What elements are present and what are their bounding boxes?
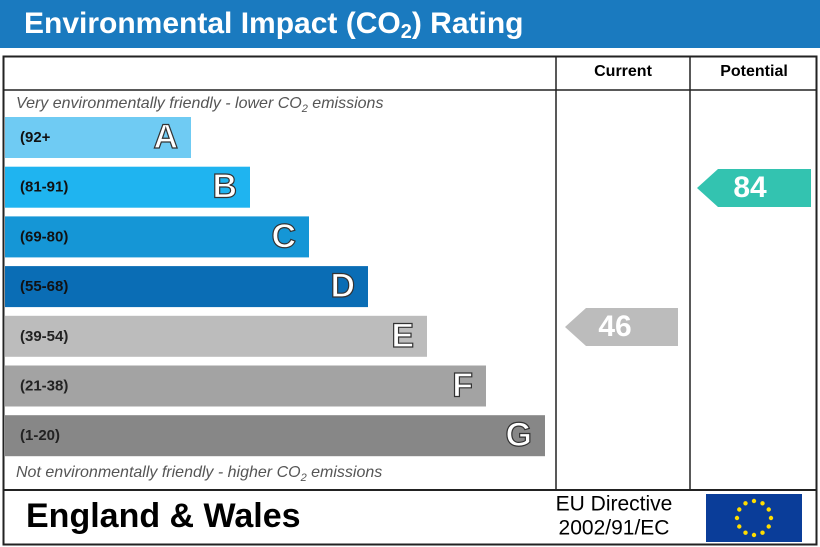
band-range: (21-38) [20, 377, 68, 394]
band [5, 315, 427, 357]
column-header: Current [594, 63, 652, 80]
note-main: Very environmentally friendly - lower CO [16, 95, 302, 112]
top-note: Very environmentally friendly - lower CO… [16, 95, 383, 115]
band [5, 117, 191, 158]
star [766, 524, 771, 529]
band-range: (39-54) [20, 328, 68, 345]
band [5, 365, 486, 407]
title: Environmental Impact (CO2) Rating [24, 7, 524, 43]
band [5, 216, 309, 258]
title-main: Environmental Impact (CO [24, 7, 401, 40]
note-end: emissions [307, 464, 383, 481]
eu-stars [734, 498, 774, 538]
star [737, 507, 742, 512]
title-bar [0, 0, 820, 48]
band [5, 266, 368, 308]
band-range: (55-68) [20, 278, 68, 295]
band-letter: F [452, 366, 473, 404]
star [768, 515, 774, 521]
star [760, 530, 765, 535]
star [751, 498, 757, 504]
current-rating: 46 [598, 310, 631, 343]
star [766, 507, 771, 512]
directive: 2002/91/EC [559, 517, 670, 540]
band [5, 415, 545, 457]
band-letter: A [153, 118, 178, 156]
star [737, 524, 742, 529]
band [5, 166, 250, 208]
star [760, 501, 765, 506]
note-sub: 2 [300, 472, 307, 484]
note-sub: 2 [301, 103, 308, 115]
column-header: Potential [720, 63, 788, 80]
potential-rating: 84 [733, 171, 767, 204]
star [743, 530, 748, 535]
potential-arrow [697, 169, 811, 207]
note-end: emissions [308, 95, 384, 112]
band-letter: B [212, 168, 237, 206]
band-range: (92+ [20, 129, 51, 146]
band-range: (69-80) [20, 228, 68, 245]
band-range: (1-20) [20, 427, 60, 444]
band-letter: C [271, 217, 296, 255]
frame [2, 55, 818, 546]
band-range: (81-91) [20, 179, 68, 196]
title-end: ) Rating [412, 7, 524, 40]
band-letter: D [330, 267, 355, 305]
star [734, 515, 740, 521]
region: England & Wales [26, 497, 301, 535]
band-letter: G [506, 416, 532, 454]
star [751, 532, 757, 538]
note-main: Not environmentally friendly - higher CO [16, 464, 301, 481]
title-sub: 2 [401, 21, 412, 43]
band-letter: E [391, 317, 414, 355]
current-arrow [565, 308, 678, 346]
star [743, 501, 748, 506]
directive: EU Directive [556, 493, 673, 516]
bottom-note: Not environmentally friendly - higher CO… [16, 464, 382, 484]
